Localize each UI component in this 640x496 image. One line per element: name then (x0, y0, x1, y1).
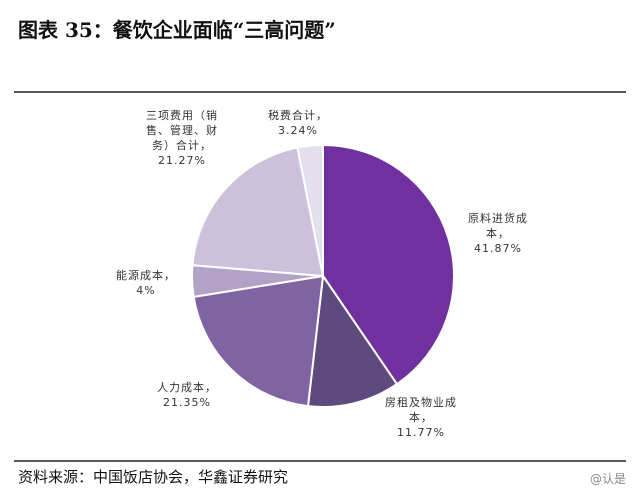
watermark: @认是 (589, 472, 626, 486)
slice-value: 21.27% (158, 154, 206, 167)
pie-slice (296, 143, 324, 277)
slice-name: 三项费用（销售、管理、财务）合计， (146, 109, 218, 152)
slice-label: 原料进货成本， 41.87% (458, 211, 538, 256)
slice-value: 21.35% (163, 396, 211, 409)
slice-name: 房租及物业成本， (385, 396, 457, 424)
slice-name: 税费合计， (268, 109, 328, 122)
slice-value: 3.24% (278, 124, 318, 137)
slice-label: 能源成本， 4% (112, 268, 180, 298)
slice-name: 人力成本， (157, 381, 217, 394)
slice-name: 能源成本， (116, 269, 176, 282)
slice-label: 三项费用（销售、管理、财务）合计， 21.27% (142, 108, 222, 168)
slice-value: 41.87% (474, 242, 522, 255)
slice-value: 4% (136, 284, 156, 297)
pie-slice (322, 143, 455, 386)
pie-slice (306, 273, 399, 408)
pie-slice (192, 274, 325, 408)
chart-title: 图表 35：餐饮企业面临“三高问题” (18, 18, 336, 42)
slice-label: 房租及物业成本， 11.77% (385, 395, 457, 440)
source: 资料来源：中国饭店协会，华鑫证券研究 (18, 468, 289, 486)
slice-value: 11.77% (397, 426, 445, 439)
slice-name: 原料进货成本， (468, 212, 528, 240)
slice-label: 税费合计， 3.24% (262, 108, 334, 138)
slice-label: 人力成本， 21.35% (150, 380, 224, 410)
pie-slice (191, 146, 325, 278)
